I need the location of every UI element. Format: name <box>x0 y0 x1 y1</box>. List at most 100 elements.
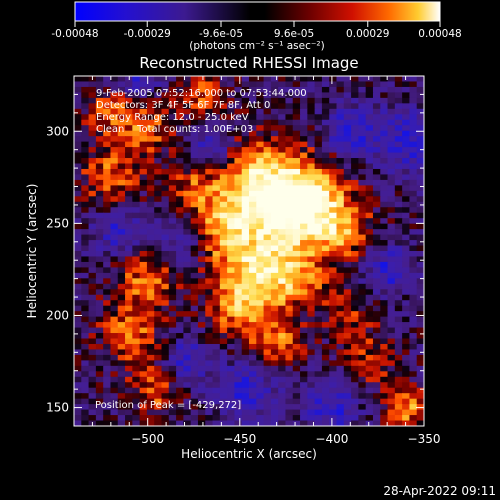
heatmap-cell <box>321 179 330 186</box>
heatmap-cell <box>300 76 308 83</box>
heatmap-cell <box>190 168 199 176</box>
heatmap-cell <box>387 174 396 181</box>
heatmap-cell <box>329 256 338 263</box>
heatmap-cell <box>314 190 323 197</box>
heatmap-cell <box>358 278 367 285</box>
heatmap-cell <box>197 147 206 154</box>
heatmap-cell <box>387 354 396 361</box>
heatmap-cell <box>416 251 424 258</box>
heatmap-cell <box>241 92 250 99</box>
heatmap-cell <box>372 141 381 148</box>
heatmap-cell <box>285 92 294 99</box>
heatmap-cell <box>285 81 294 88</box>
heatmap-cell <box>176 114 184 121</box>
heatmap-cell <box>394 130 403 137</box>
heatmap-cell <box>205 108 214 115</box>
heatmap-cell <box>249 278 257 285</box>
heatmap-cell <box>278 196 287 203</box>
heatmap-cell <box>372 333 381 340</box>
heatmap-cell <box>234 174 243 181</box>
heatmap-cell <box>307 163 316 170</box>
heatmap-cell <box>234 283 243 290</box>
heatmap-cell <box>270 218 279 225</box>
heatmap-cell <box>394 283 403 290</box>
heatmap-cell <box>249 387 257 394</box>
heatmap-cell <box>343 333 352 340</box>
heatmap-cell <box>219 327 228 334</box>
heatmap-cell <box>205 152 214 159</box>
heatmap-cell <box>256 234 265 241</box>
heatmap-cell <box>249 272 257 279</box>
heatmap-cell <box>205 196 214 203</box>
heatmap-cell <box>336 333 345 340</box>
heatmap-cell <box>380 174 389 181</box>
heatmap-cell <box>168 174 177 181</box>
heatmap-cell <box>380 147 389 154</box>
heatmap-cell <box>321 360 330 367</box>
heatmap-cell <box>321 163 330 170</box>
heatmap-cell <box>278 179 287 186</box>
heatmap-cell <box>249 97 257 104</box>
heatmap-cell <box>219 136 228 143</box>
heatmap-cell <box>168 179 177 186</box>
heatmap-cell <box>212 365 221 372</box>
heatmap-cell <box>307 371 316 378</box>
heatmap-cell <box>256 147 265 154</box>
heatmap-cell <box>256 349 265 356</box>
heatmap-cell <box>285 185 294 192</box>
heatmap-cell <box>380 136 389 143</box>
heatmap-cell <box>234 289 243 296</box>
heatmap-cell <box>321 311 330 318</box>
colorbar-gradient <box>74 1 441 22</box>
heatmap-cell <box>241 125 250 132</box>
heatmap-cell <box>270 223 279 230</box>
heatmap-cell <box>321 136 330 143</box>
heatmap-cell <box>402 234 411 241</box>
heatmap-cell <box>314 168 323 176</box>
heatmap-cell <box>146 201 155 208</box>
heatmap-cell <box>212 343 221 351</box>
heatmap-cell <box>394 201 403 208</box>
heatmap-cell <box>263 196 272 203</box>
heatmap-cell <box>146 338 155 345</box>
heatmap-cell <box>343 130 352 137</box>
heatmap-cell <box>176 196 184 203</box>
heatmap-cell <box>270 185 279 192</box>
heatmap-cell <box>351 311 359 318</box>
heatmap-cell <box>249 147 257 154</box>
heatmap-cell <box>139 343 148 351</box>
heatmap-cell <box>365 92 374 99</box>
heatmap-cell <box>132 272 141 279</box>
heatmap-cell <box>110 141 119 148</box>
heatmap-cell <box>190 251 199 258</box>
heatmap-cell <box>176 223 184 230</box>
heatmap-cell <box>394 289 403 296</box>
heatmap-cell <box>241 261 250 269</box>
heatmap-cell <box>336 92 345 99</box>
heatmap-cell <box>117 354 126 361</box>
heatmap-cell <box>227 136 236 143</box>
heatmap-cell <box>314 283 323 290</box>
heatmap-cell <box>146 393 155 400</box>
heatmap-cell <box>292 212 301 219</box>
heatmap-cell <box>168 136 177 143</box>
heatmap-cell <box>110 272 119 279</box>
heatmap-cell <box>219 278 228 285</box>
heatmap-cell <box>74 97 82 104</box>
heatmap-cell <box>197 125 206 132</box>
heatmap-cell <box>103 272 112 279</box>
heatmap-cell <box>212 382 221 389</box>
heatmap-cell <box>329 327 338 334</box>
heatmap-cell <box>278 207 287 214</box>
heatmap-cell <box>154 174 163 181</box>
heatmap-cell <box>358 327 367 334</box>
heatmap-cell <box>402 343 411 351</box>
heatmap-cell <box>387 245 396 252</box>
heatmap-cell <box>81 278 90 285</box>
heatmap-cell <box>176 327 184 334</box>
heatmap-cell <box>394 420 403 426</box>
heatmap-cell <box>307 333 316 340</box>
heatmap-cell <box>358 382 367 389</box>
heatmap-cell <box>219 256 228 263</box>
heatmap-cell <box>285 256 294 263</box>
